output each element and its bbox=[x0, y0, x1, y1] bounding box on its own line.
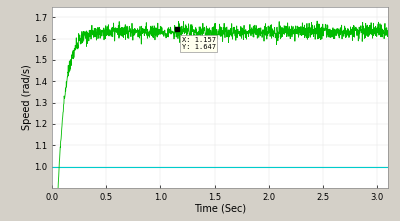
Y-axis label: Speed (rad/s): Speed (rad/s) bbox=[22, 64, 32, 130]
X-axis label: Time (Sec): Time (Sec) bbox=[194, 203, 246, 213]
Text: X: 1.157
Y: 1.647: X: 1.157 Y: 1.647 bbox=[182, 37, 216, 50]
